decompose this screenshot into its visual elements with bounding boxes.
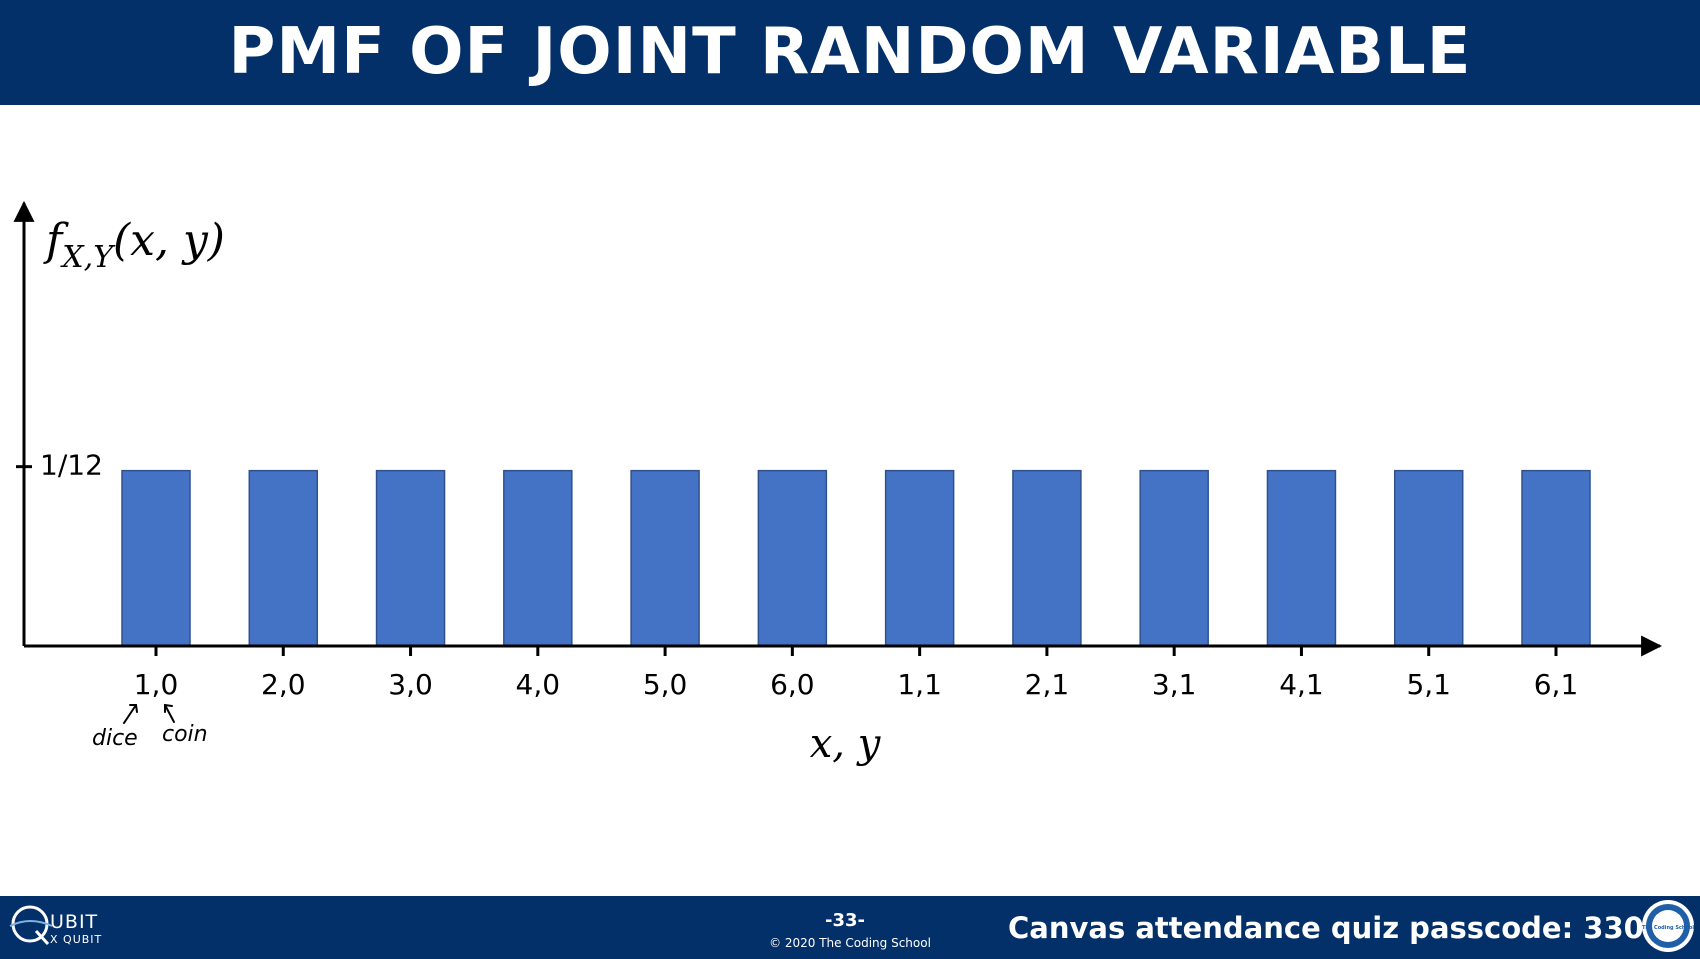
footer-bar (0, 896, 1700, 959)
x-tick-label: 2,0 (261, 668, 306, 701)
bar-5-1 (1393, 469, 1464, 647)
copyright: © 2020 The Coding School (769, 936, 931, 950)
logo-subtext: X QUBIT (50, 933, 103, 946)
title-bar (0, 0, 1700, 105)
x-tick-label: 1,1 (897, 668, 942, 701)
bar-3-0 (375, 469, 446, 647)
x-tick-label: 3,1 (1152, 668, 1197, 701)
x-tick-label: 2,1 (1025, 668, 1070, 701)
coding-school-logo-icon: The Coding School (1642, 900, 1694, 952)
bars-group (121, 469, 1591, 647)
bar-1-1 (884, 469, 955, 647)
qubit-logo-icon (9, 905, 53, 946)
x-tick-label: 5,0 (643, 668, 688, 701)
x-ticks-group: 1,0 2,0 3,0 4,0 5,0 6,0 1,1 2,1 3,1 4,1 5,1 6,1 (134, 646, 1579, 701)
bar-3-1 (1139, 469, 1209, 647)
slide-number: -33- (825, 910, 865, 931)
x-tick-label: 4,0 (516, 668, 561, 701)
x-tick-label: 3,0 (388, 668, 433, 701)
school-logo-label: The Coding School (1642, 925, 1694, 931)
pmf-bar-chart: fX,Y(x, y) 1,0 2,0 3,0 4,0 5,0 6,0 1,1 2,1 3,1 4,… (13, 200, 1663, 767)
annotation-arrows (123, 703, 175, 724)
slide-title: PMF OF JOINT RANDOM VARIABLE (228, 15, 1472, 89)
x-tick-label: 1,0 (134, 668, 179, 701)
annotation-coin: coin (162, 722, 208, 747)
bar-2-1 (1012, 469, 1082, 647)
x-tick-label: 5,1 (1406, 668, 1451, 701)
bar-6-0 (757, 469, 828, 647)
attendance-passcode: Canvas attendance quiz passcode: 3308 (1008, 911, 1664, 945)
y-tick-label: 1/12 (40, 449, 103, 482)
bar-6-1 (1521, 469, 1591, 647)
logo-text: UBIT (50, 911, 99, 933)
x-tick-label: 6,1 (1534, 668, 1579, 701)
bar-2-0 (248, 469, 319, 647)
annotation-dice: dice (92, 726, 138, 751)
bar-1-0 (121, 469, 191, 647)
y-axis-label: fX,Y(x, y) (43, 215, 225, 275)
x-tick-label: 4,1 (1279, 668, 1324, 701)
bar-4-1 (1266, 469, 1337, 647)
bar-4-0 (503, 469, 573, 647)
x-tick-label: 6,0 (770, 668, 815, 701)
x-axis-label: x, y (810, 721, 882, 767)
bar-5-0 (630, 469, 700, 647)
